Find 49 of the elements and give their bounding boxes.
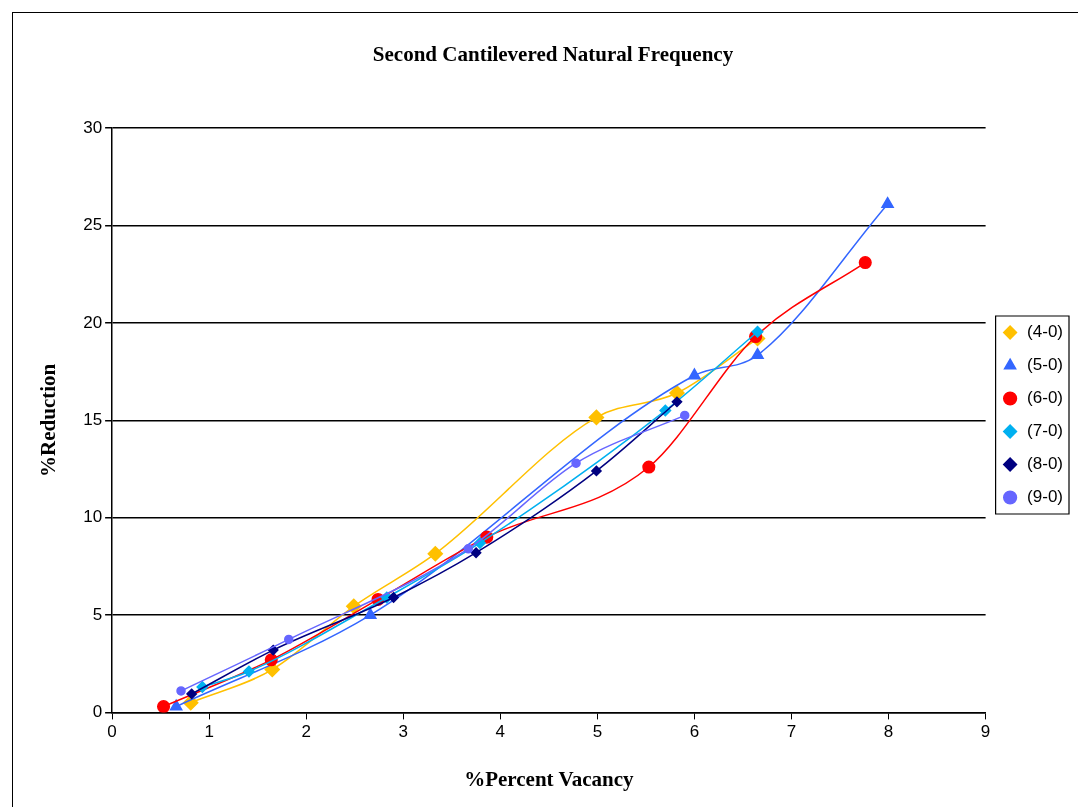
- legend-label: (5-0): [1027, 355, 1064, 375]
- x-tick-label: 5: [592, 722, 603, 742]
- point: [157, 700, 171, 713]
- chart-title: Second Cantilevered Natural Frequency: [372, 42, 734, 67]
- y-axis-title: %Reduction: [36, 363, 61, 477]
- x-axis-title: %Percent Vacancy: [464, 766, 635, 791]
- y-tick-label: 10: [83, 507, 103, 527]
- point: [858, 256, 872, 270]
- x-tick-label: 1: [204, 722, 214, 742]
- legend-label: (8-0): [1027, 454, 1064, 474]
- point: [284, 634, 294, 645]
- x-tick-label: 8: [883, 722, 894, 742]
- point: [591, 465, 602, 477]
- point: [751, 347, 764, 360]
- y-tick-label: 5: [92, 604, 103, 624]
- point: [169, 699, 183, 711]
- y-tick-label: 15: [83, 409, 103, 429]
- y-tick-label: 20: [83, 312, 103, 332]
- point: [470, 547, 482, 559]
- point: [688, 368, 701, 380]
- point: [427, 545, 444, 562]
- point: [679, 410, 690, 421]
- point: [588, 409, 605, 426]
- legend-label: (7-0): [1027, 421, 1064, 441]
- legend-label: (6-0): [1027, 388, 1064, 408]
- point: [571, 458, 581, 468]
- point: [388, 592, 399, 603]
- y-tick-label: 0: [92, 702, 103, 722]
- x-tick-label: 6: [689, 722, 700, 742]
- point: [363, 607, 377, 619]
- y-tick-label: 25: [83, 215, 103, 235]
- x-tick-label: 0: [107, 722, 117, 742]
- point: [176, 686, 186, 696]
- point: [881, 197, 894, 209]
- point: [186, 688, 198, 700]
- x-tick-label: 9: [980, 722, 991, 742]
- x-tick-label: 7: [786, 722, 797, 742]
- point: [642, 460, 656, 474]
- legend-label: (9-0): [1027, 487, 1064, 507]
- y-tick-label: 30: [83, 117, 103, 137]
- point: [243, 665, 255, 678]
- x-tick-label: 3: [398, 722, 409, 742]
- point: [669, 385, 685, 401]
- point: [751, 325, 764, 338]
- x-tick-label: 2: [301, 722, 311, 742]
- x-tick-label: 4: [495, 722, 506, 742]
- point: [671, 396, 683, 408]
- legend-label: (4-0): [1027, 322, 1064, 342]
- point: [463, 544, 474, 554]
